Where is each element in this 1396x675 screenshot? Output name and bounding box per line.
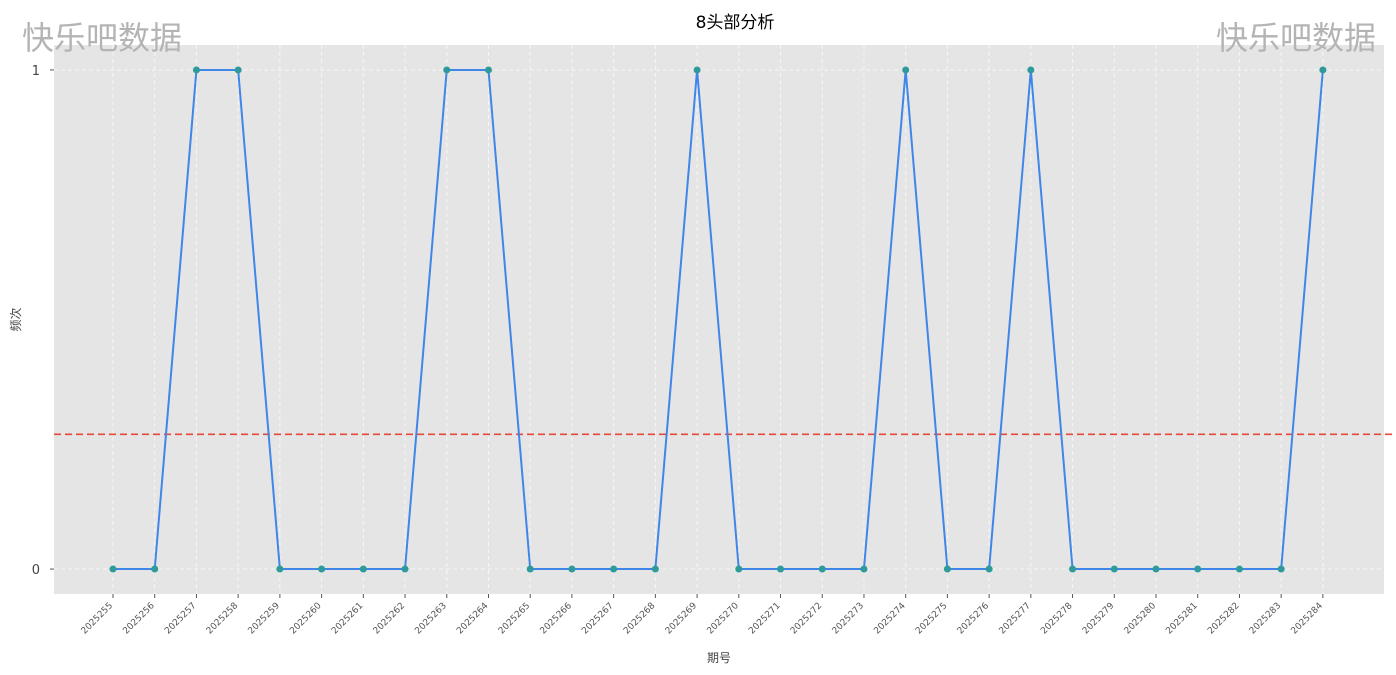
data-point xyxy=(401,565,409,573)
x-tick-label: 2025263 xyxy=(413,601,448,636)
data-point xyxy=(1110,565,1118,573)
data-point xyxy=(943,565,951,573)
data-point xyxy=(777,565,785,573)
x-tick-label: 2025266 xyxy=(539,601,575,637)
x-tick-label: 2025272 xyxy=(789,601,824,636)
x-tick-label: 2025267 xyxy=(580,601,615,636)
watermark-right: 快乐吧数据 xyxy=(1216,19,1376,57)
data-point xyxy=(610,565,618,573)
y-tick-label: 1 xyxy=(32,64,40,79)
data-point xyxy=(902,66,910,74)
data-point xyxy=(693,66,701,74)
data-point xyxy=(860,565,868,573)
x-tick-label: 2025276 xyxy=(956,601,992,637)
y-tick-label: 0 xyxy=(32,563,40,578)
x-tick-label: 2025264 xyxy=(455,601,491,637)
x-tick-label: 2025256 xyxy=(121,601,157,637)
data-point xyxy=(1319,66,1327,74)
data-point xyxy=(1277,565,1285,573)
x-tick-label: 2025255 xyxy=(80,601,115,636)
data-point xyxy=(1194,565,1202,573)
x-tick-label: 2025265 xyxy=(497,601,532,636)
x-tick-label: 2025279 xyxy=(1081,601,1117,637)
data-point xyxy=(735,565,743,573)
x-tick-label: 2025284 xyxy=(1290,601,1326,637)
x-tick-label: 2025270 xyxy=(705,601,741,637)
data-point xyxy=(651,565,659,573)
x-tick-label: 2025277 xyxy=(998,601,1033,636)
data-point xyxy=(318,565,326,573)
x-tick-label: 2025258 xyxy=(205,601,241,637)
x-tick-label: 2025274 xyxy=(872,601,908,637)
data-point xyxy=(985,565,993,573)
x-tick-label: 2025262 xyxy=(372,601,407,636)
x-tick-label: 2025280 xyxy=(1123,601,1159,637)
data-point xyxy=(818,565,826,573)
x-tick-label: 2025260 xyxy=(288,601,324,637)
y-axis-label: 频次 xyxy=(9,307,23,331)
x-axis: 2025255 2025256 2025257 2025258 2025259 20252… xyxy=(80,594,1325,636)
x-tick-label: 2025269 xyxy=(664,601,700,637)
series-markers xyxy=(109,66,1327,573)
y-axis: 01 xyxy=(32,64,54,578)
x-tick-label: 2025281 xyxy=(1164,601,1199,636)
x-tick-label: 2025271 xyxy=(747,601,782,636)
plot-area xyxy=(54,45,1384,594)
data-point xyxy=(359,565,367,573)
x-tick-label: 2025275 xyxy=(914,601,949,636)
series-line-group xyxy=(113,68,1324,571)
data-point xyxy=(151,565,159,573)
data-point xyxy=(484,66,492,74)
data-point xyxy=(234,66,242,74)
x-tick-label: 2025268 xyxy=(622,601,658,637)
data-point xyxy=(276,565,284,573)
data-point xyxy=(443,66,451,74)
x-tick-label: 2025259 xyxy=(247,601,283,637)
watermark-left: 快乐吧数据 xyxy=(22,19,182,57)
data-point xyxy=(1069,565,1077,573)
x-tick-label: 2025273 xyxy=(831,601,866,636)
x-tick-label: 2025278 xyxy=(1039,601,1075,637)
x-tick-label: 2025283 xyxy=(1248,601,1283,636)
data-point xyxy=(1027,66,1035,74)
data-point xyxy=(526,565,534,573)
data-point xyxy=(192,66,200,74)
series-line xyxy=(113,68,1324,571)
x-tick-label: 2025282 xyxy=(1206,601,1241,636)
data-point xyxy=(1152,565,1160,573)
x-axis-label: 期号 xyxy=(707,651,731,665)
chart-title: 8头部分析 xyxy=(696,13,775,33)
data-point xyxy=(109,565,117,573)
x-tick-label: 2025257 xyxy=(163,601,198,636)
data-point xyxy=(568,565,576,573)
x-tick-label: 2025261 xyxy=(330,601,365,636)
data-point xyxy=(1235,565,1243,573)
